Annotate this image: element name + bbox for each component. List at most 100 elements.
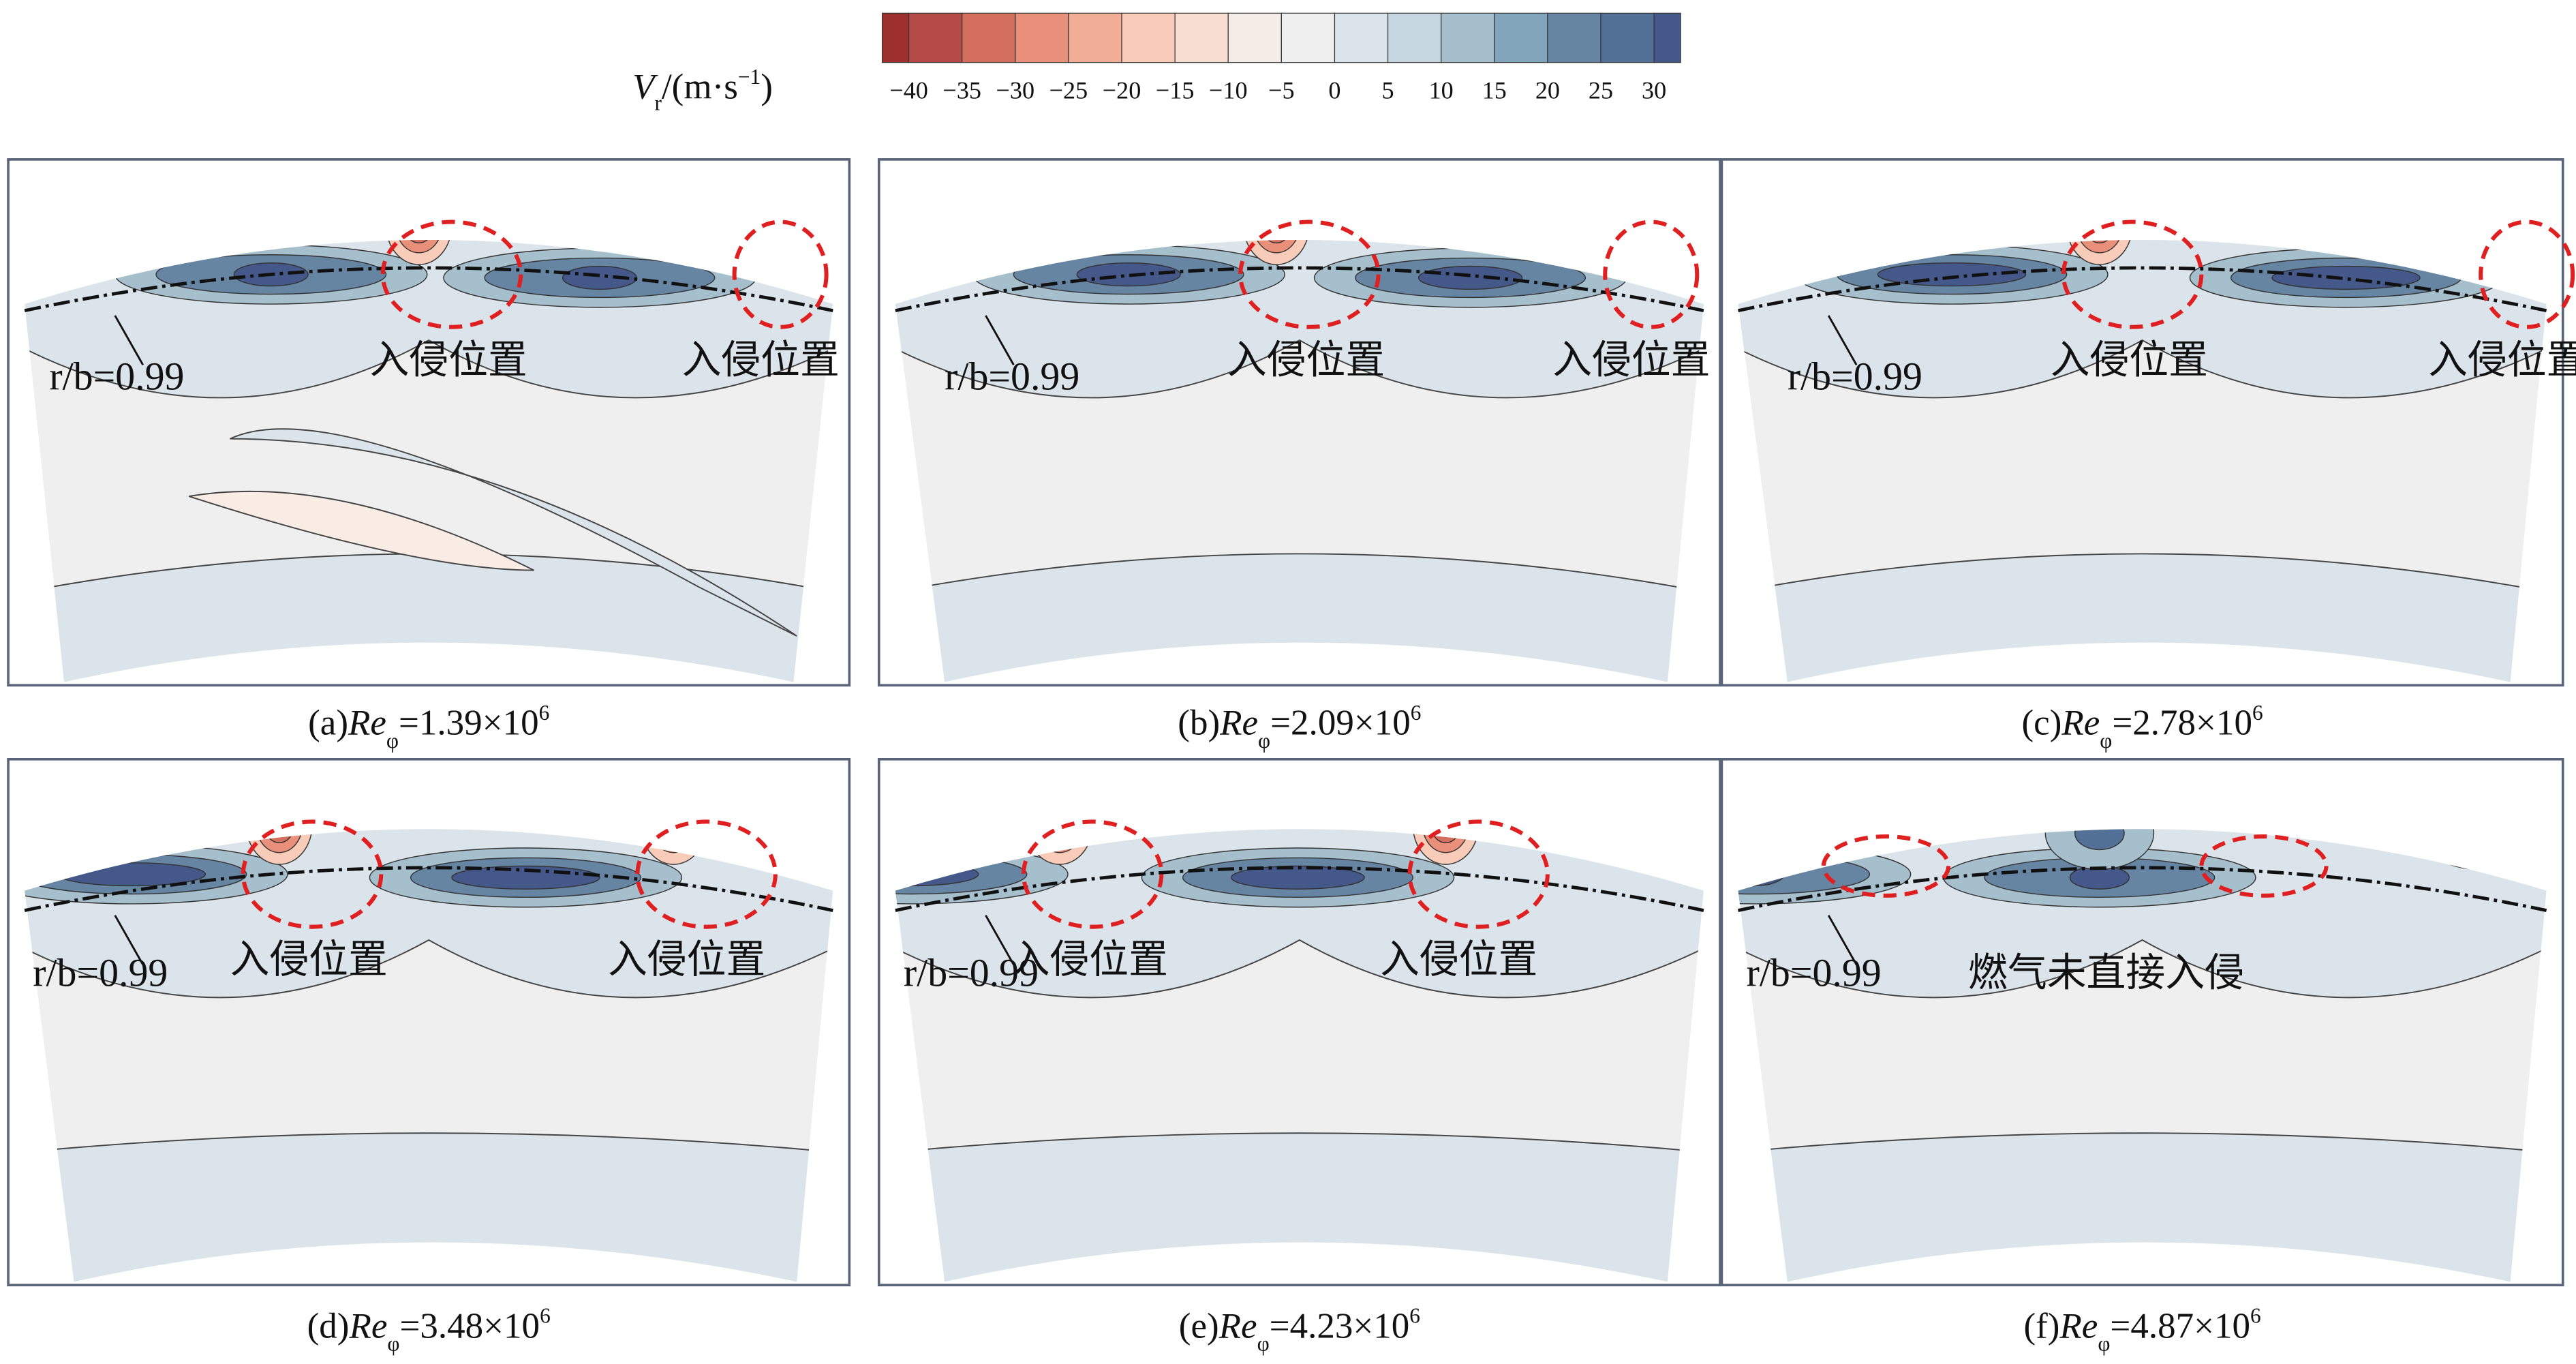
intrusion-label: 入侵位置: [369, 336, 527, 382]
colorbar-tick-label: 25: [1589, 77, 1613, 104]
intrusion-circle: [732, 219, 829, 329]
radius-ratio-label: r/b=0.99: [33, 950, 168, 995]
colorbar-tick-label: −35: [942, 77, 981, 104]
negative-velocity-core: [1231, 865, 1365, 890]
radius-ratio-label: r/b=0.99: [904, 950, 1039, 995]
radius-ratio-line: [24, 866, 833, 912]
colorbar-bin: [1653, 12, 1681, 63]
radius-ratio-line: [1738, 266, 2547, 313]
intrusion-label: 入侵位置: [1227, 336, 1385, 382]
colorbar-bin: [1281, 12, 1336, 63]
intrusion-label: 入侵位置: [681, 336, 839, 382]
contour-region: [188, 490, 534, 571]
colorbar-bin: [1387, 12, 1442, 63]
radius-ratio-line: [24, 266, 833, 313]
colorbar-tick-label: −5: [1268, 77, 1294, 104]
colorbar-tick-label: 30: [1642, 77, 1666, 104]
intrusion-circle: [241, 819, 384, 929]
colorbar-tick-label: −20: [1103, 77, 1141, 104]
intrusion-label: 入侵位置: [1552, 336, 1710, 382]
leader-line: [114, 915, 144, 965]
colorbar: −40 −35 −30 −25 −20 −15 −10 −5 0 5 10 15 20 25 30: [881, 12, 1681, 104]
intrusion-circle: [2061, 219, 2204, 329]
negative-velocity-core: [2271, 265, 2421, 290]
negative-velocity-core: [1076, 262, 1181, 287]
contour-panel-f: r/b=0.99 燃气未直接入侵 (f)Reφ=4.87×106: [1720, 757, 2564, 1356]
intrusion-label: 入侵位置: [1011, 936, 1168, 982]
leader-line: [985, 315, 1015, 365]
intrusion-circle: [2479, 219, 2575, 329]
contour-region: [230, 428, 797, 637]
intrusion-label: 入侵位置: [1380, 936, 1537, 982]
negative-velocity-core: [2074, 829, 2125, 851]
intrusion-circle: [1238, 219, 1381, 329]
colorbar-bin: [1334, 12, 1389, 63]
colorbar-tick-label: 15: [1482, 77, 1507, 104]
colorbar-bin: [1121, 12, 1176, 63]
radius-ratio-label: r/b=0.99: [945, 354, 1079, 398]
colorbar-bin: [1494, 12, 1548, 63]
colorbar-tick-label: 10: [1429, 77, 1454, 104]
colorbar-bin: [881, 12, 910, 63]
panel-caption: (c)Reφ=2.78×106: [2022, 701, 2263, 753]
no-intrusion-label: 燃气未直接入侵: [1968, 949, 2244, 995]
contour-panel-d: r/b=0.99 入侵位置 入侵位置 (d)Reφ=3.48×106: [7, 757, 851, 1356]
colorbar-tick-label: −30: [996, 77, 1035, 104]
radius-ratio-label: r/b=0.99: [1747, 950, 1882, 995]
colorbar-tick-label: −25: [1049, 77, 1088, 104]
radius-ratio-line: [895, 866, 1704, 912]
intrusion-circle: [1821, 834, 1951, 898]
radius-ratio-label: r/b=0.99: [49, 354, 184, 398]
panel-caption: (b)Reφ=2.09×106: [1178, 701, 1421, 753]
intrusion-circle: [1603, 219, 1700, 329]
positive-velocity-core: [2084, 240, 2115, 244]
colorbar-tick-label: −15: [1156, 77, 1195, 104]
radius-ratio-line: [895, 266, 1704, 313]
colorbar-bin: [1547, 12, 1601, 63]
colorbar-bin: [962, 12, 1016, 63]
colorbar-bin: [1600, 12, 1655, 63]
radius-ratio-label: r/b=0.99: [1788, 354, 1922, 398]
colorbar-bin: [1068, 12, 1122, 63]
colorbar-bin: [908, 12, 963, 63]
colorbar-bin: [1441, 12, 1495, 63]
intrusion-circle: [635, 819, 778, 929]
panel-caption: (a)Reφ=1.39×106: [308, 701, 549, 753]
panel-caption: (e)Reφ=4.23×106: [1179, 1304, 1420, 1356]
colorbar-tick-label: 5: [1382, 77, 1394, 104]
intrusion-label: 入侵位置: [608, 936, 765, 982]
leader-line: [1827, 315, 1858, 365]
intrusion-label: 入侵位置: [2051, 336, 2208, 382]
colorbar-label: Vr/(m·s−1): [632, 65, 773, 115]
intrusion-label: 入侵位置: [230, 936, 388, 982]
colorbar-bin: [1227, 12, 1282, 63]
colorbar-bin: [1015, 12, 1069, 63]
contour-panel-b: r/b=0.99 入侵位置 入侵位置 (b)Reφ=2.09×106: [877, 158, 1721, 753]
intrusion-circle: [1407, 819, 1550, 929]
positive-velocity-core: [1253, 240, 1300, 254]
colorbar-tick-label: −10: [1209, 77, 1248, 104]
panel-caption: (f)Reφ=4.87×106: [2023, 1304, 2260, 1356]
colorbar-bin: [1174, 12, 1229, 63]
negative-velocity-core: [1417, 265, 1523, 290]
positive-velocity-core: [403, 240, 435, 244]
positive-velocity-core: [1422, 829, 1469, 853]
colorbar-tick-label: 0: [1328, 77, 1340, 104]
leader-line: [1827, 915, 1858, 965]
leader-line: [985, 915, 1015, 965]
intrusion-circle: [2199, 834, 2329, 898]
intrusion-circle: [380, 219, 523, 329]
intrusion-label: 入侵位置: [2428, 336, 2576, 382]
positive-velocity-core: [2076, 240, 2123, 254]
intrusion-circle: [1021, 819, 1164, 929]
contour-panel-a: r/b=0.99 入侵位置 入侵位置 (a)Reφ=1.39×106: [7, 158, 851, 753]
contour-panel-c: r/b=0.99 入侵位置 入侵位置 (c)Reφ=2.78×106: [1720, 158, 2576, 753]
colorbar-tick-label: 20: [1535, 77, 1560, 104]
radius-ratio-line: [1738, 866, 2547, 912]
leader-line: [114, 315, 144, 365]
positive-velocity-core: [1261, 240, 1292, 244]
colorbar-tick-label: −40: [889, 77, 928, 104]
positive-velocity-core: [395, 240, 443, 254]
